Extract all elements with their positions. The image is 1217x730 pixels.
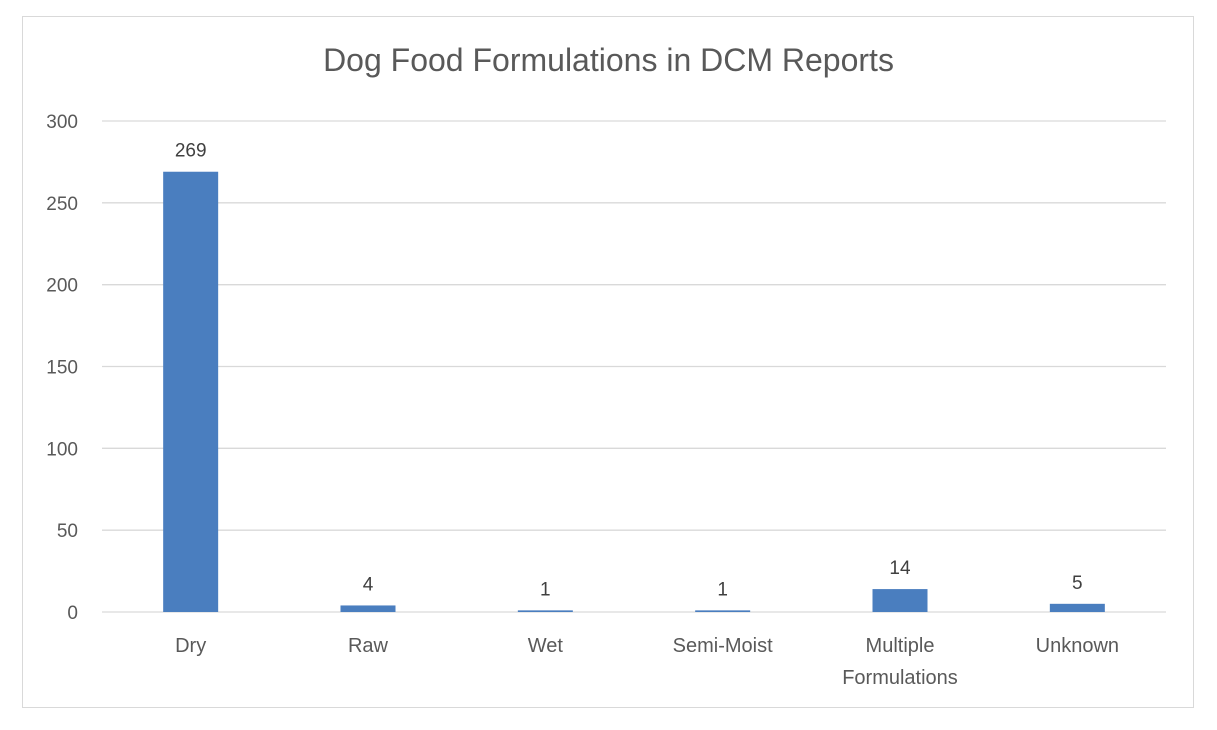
data-label-3: 1 <box>717 579 728 600</box>
y-tick-label-0: 0 <box>67 603 78 624</box>
x-tick-label-2: Wet <box>528 635 564 657</box>
data-label-5: 5 <box>1072 573 1083 594</box>
y-tick-label-300: 300 <box>46 112 78 133</box>
x-tick-label-0: Dry <box>175 635 206 657</box>
data-label-1: 4 <box>363 574 374 595</box>
bar-5 <box>1049 603 1105 612</box>
chart-title: Dog Food Formulations in DCM Reports <box>323 42 894 78</box>
x-tick-label-4-line-1: Formulations <box>842 667 958 689</box>
x-tick-label-4-line-0: Multiple <box>866 635 935 657</box>
data-label-2: 1 <box>540 579 551 600</box>
bar-3 <box>695 610 751 612</box>
y-tick-label-200: 200 <box>46 276 78 297</box>
x-tick-label-1: Raw <box>348 635 389 657</box>
x-tick-label-5: Unknown <box>1036 635 1119 657</box>
y-tick-label-50: 50 <box>57 521 78 542</box>
bar-0 <box>163 171 219 612</box>
y-tick-label-250: 250 <box>46 194 78 215</box>
bar-1 <box>340 605 396 612</box>
bar-2 <box>517 610 573 612</box>
y-tick-label-150: 150 <box>46 358 78 379</box>
x-tick-label-3: Semi-Moist <box>673 635 773 657</box>
bar-4 <box>872 589 928 612</box>
y-tick-label-100: 100 <box>46 439 78 460</box>
data-label-0: 269 <box>175 141 207 162</box>
data-label-4: 14 <box>889 558 911 579</box>
